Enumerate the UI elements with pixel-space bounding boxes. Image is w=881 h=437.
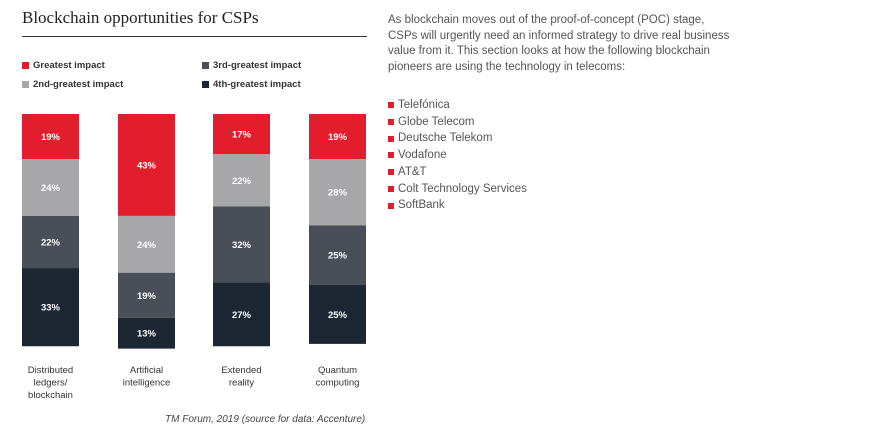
pioneer-label: Globe Telecom bbox=[398, 115, 475, 128]
legend-label-3rd: 3rd-greatest impact bbox=[213, 60, 302, 71]
category-label: computing bbox=[316, 378, 360, 389]
data-label: 17% bbox=[232, 130, 252, 141]
bar-segment bbox=[213, 154, 270, 207]
intro-paragraph: As blockchain moves out of the proof-of-… bbox=[388, 14, 730, 73]
bullet-icon bbox=[388, 119, 394, 126]
pioneer-label: Telefónica bbox=[398, 99, 450, 111]
bar-segment bbox=[22, 159, 79, 216]
category-label: Distributed bbox=[28, 365, 73, 376]
bar-segment bbox=[309, 225, 366, 285]
bullet-icon bbox=[388, 202, 394, 209]
bar-segment bbox=[309, 284, 366, 344]
category-label: reality bbox=[229, 378, 255, 389]
data-label: 33% bbox=[41, 303, 61, 314]
bar-segment bbox=[213, 206, 270, 283]
data-label: 19% bbox=[328, 132, 348, 143]
bullet-icon bbox=[388, 102, 394, 109]
legend-swatch-4th bbox=[202, 81, 209, 88]
bullet-icon bbox=[388, 135, 394, 142]
legend-item-2nd: 2nd-greatest impact bbox=[22, 79, 123, 90]
data-label: 13% bbox=[137, 329, 157, 340]
data-label: 24% bbox=[137, 240, 157, 251]
data-label: 22% bbox=[41, 237, 61, 248]
legend-swatch-2nd bbox=[22, 81, 29, 88]
list-item: Vodafone bbox=[388, 147, 527, 164]
legend-label-2nd: 2nd-greatest impact bbox=[33, 79, 124, 90]
list-item: Globe Telecom bbox=[388, 114, 527, 131]
legend-item-4th: 4th-greatest impact bbox=[202, 79, 301, 90]
category-label: ledgers/ bbox=[34, 378, 68, 389]
list-item: AT&T bbox=[388, 164, 527, 181]
bar-segment bbox=[22, 268, 79, 347]
category-label: Quantum bbox=[318, 365, 357, 376]
data-label: 43% bbox=[137, 160, 157, 171]
pioneer-label: SoftBank bbox=[398, 199, 445, 212]
data-label: 25% bbox=[328, 251, 348, 262]
data-label: 32% bbox=[232, 240, 252, 251]
data-label: 25% bbox=[328, 310, 348, 321]
pioneer-label: AT&T bbox=[398, 165, 427, 178]
bullet-icon bbox=[388, 185, 394, 192]
legend-item-greatest: Greatest impact bbox=[22, 60, 105, 71]
data-label: 27% bbox=[232, 310, 252, 321]
category-label: blockchain bbox=[28, 390, 73, 401]
data-label: 19% bbox=[137, 291, 157, 302]
pioneer-label: Vodafone bbox=[398, 149, 447, 162]
bar-segment bbox=[213, 114, 270, 155]
bullet-icon bbox=[388, 169, 394, 176]
category-label: intelligence bbox=[123, 378, 171, 389]
list-item: SoftBank bbox=[388, 197, 527, 214]
pioneer-list: Telefónica Globe Telecom Deutsche Teleko… bbox=[388, 97, 527, 214]
bar-segment bbox=[309, 114, 366, 160]
bar-segment bbox=[118, 215, 175, 273]
chart-title: Blockchain opportunities for CSPs bbox=[22, 8, 367, 37]
data-label: 19% bbox=[41, 132, 61, 143]
data-label: 22% bbox=[232, 176, 252, 187]
bullet-icon bbox=[388, 152, 394, 159]
category-label: Artificial bbox=[130, 365, 163, 376]
legend-label-4th: 4th-greatest impact bbox=[213, 79, 301, 90]
data-label: 24% bbox=[41, 183, 61, 194]
bar-segment bbox=[213, 282, 270, 347]
list-item: Deutsche Telekom bbox=[388, 130, 527, 147]
legend-swatch-3rd bbox=[202, 62, 209, 69]
data-label: 28% bbox=[328, 188, 348, 199]
pioneer-label: Deutsche Telekom bbox=[398, 132, 493, 145]
legend-item-3rd: 3rd-greatest impact bbox=[202, 60, 301, 71]
list-item: Colt Technology Services bbox=[388, 181, 527, 198]
bar-segment bbox=[22, 114, 79, 160]
bar-segment bbox=[118, 114, 175, 216]
bar-segment bbox=[118, 317, 175, 349]
legend-label-greatest: Greatest impact bbox=[33, 60, 105, 71]
legend-swatch-greatest bbox=[22, 62, 29, 69]
pioneer-label: Colt Technology Services bbox=[398, 182, 527, 195]
bar-segment bbox=[309, 159, 366, 226]
source-note: TM Forum, 2019 (source for data: Accentu… bbox=[165, 414, 366, 425]
bar-segment bbox=[118, 272, 175, 318]
category-label: Extended bbox=[221, 365, 261, 376]
bar-segment bbox=[22, 215, 79, 269]
list-item: Telefónica bbox=[388, 97, 527, 114]
